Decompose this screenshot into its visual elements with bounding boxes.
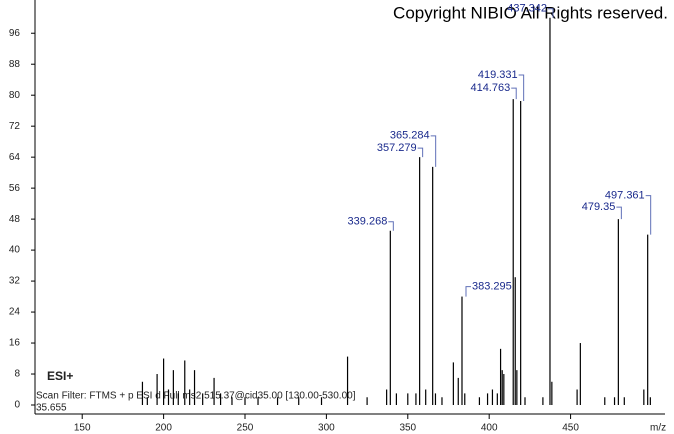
label-bracket [645,195,652,235]
retention-time: 35.655 [36,403,67,414]
peak-label: 357.279 [377,142,417,154]
y-tick-label: 96 [9,28,21,39]
y-tick-label: 72 [9,121,21,132]
y-tick-label: 88 [9,59,21,70]
label-bracket [511,87,517,100]
y-tick-label: 8 [14,369,20,380]
ionization: ESI+ [47,369,73,383]
y-tick-label: 32 [9,276,21,287]
y-tick-label: 24 [9,307,21,318]
peak-label: 414.763 [470,82,510,94]
x-axis-label: m/z [650,423,666,434]
y-tick-label: 64 [9,152,21,163]
label-bracket [388,221,394,231]
x-tick-label: 250 [237,423,254,434]
x-tick-label: 200 [155,423,172,434]
y-tick-label: 0 [14,400,20,411]
peak-label: 339.268 [348,216,388,228]
y-tick-label: 16 [9,338,21,349]
label-bracket [417,147,424,158]
peak-label: 419.331 [478,69,518,81]
peak-label: 497.361 [605,190,645,202]
peak-label: 437.342 [507,3,547,15]
y-tick-label: 40 [9,245,21,256]
y-tick-label: 56 [9,183,21,194]
peak-label: 479.35 [582,201,616,213]
y-tick-label: 48 [9,214,21,225]
label-bracket [465,286,471,297]
peak-label: 383.295 [472,280,512,292]
x-tick-label: 300 [318,423,335,434]
y-tick-label: 80 [9,90,21,101]
label-bracket [616,206,622,220]
x-tick-label: 450 [562,423,579,434]
x-tick-label: 350 [399,423,416,434]
x-tick-label: 400 [481,423,498,434]
label-bracket [518,74,525,102]
peak-label: 365.284 [390,130,430,142]
copyright: Copyright NIBIO All Rights reserved. [393,3,668,22]
scan-filter: Scan Filter: FTMS + p ESI d Full ms2 515… [36,391,356,402]
label-bracket [430,135,437,167]
label-bracket [547,8,554,18]
x-tick-label: 150 [74,423,91,434]
